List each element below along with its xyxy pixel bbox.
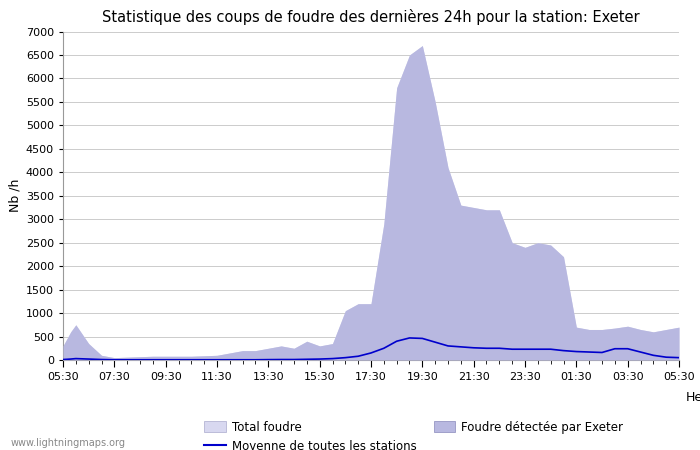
Text: Heure: Heure <box>686 391 700 404</box>
Title: Statistique des coups de foudre des dernières 24h pour la station: Exeter: Statistique des coups de foudre des dern… <box>102 9 640 25</box>
Y-axis label: Nb /h: Nb /h <box>8 179 22 212</box>
Legend: Total foudre, Moyenne de toutes les stations, Foudre détectée par Exeter: Total foudre, Moyenne de toutes les stat… <box>204 421 623 450</box>
Text: www.lightningmaps.org: www.lightningmaps.org <box>10 438 125 448</box>
